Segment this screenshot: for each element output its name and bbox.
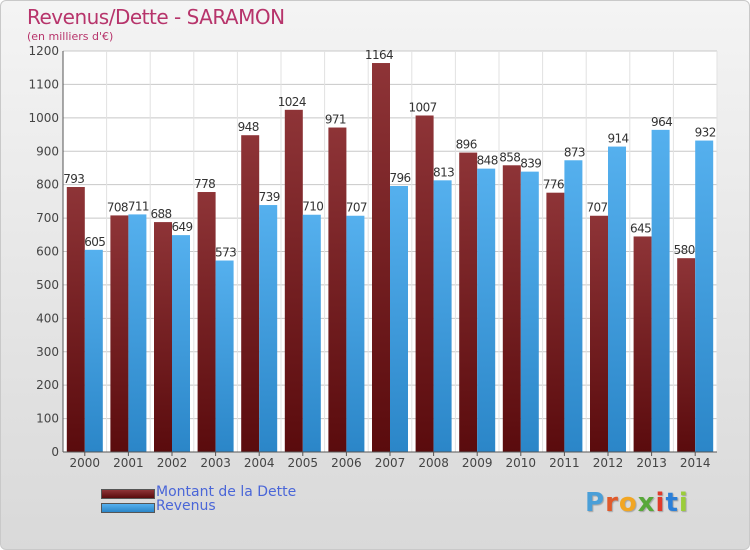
data-label-dette-2009: 896 (456, 138, 477, 152)
data-label-revenus-2001: 711 (128, 199, 149, 213)
legend-label-revenus: Revenus (156, 498, 216, 514)
bar-revenus-2013 (651, 129, 670, 452)
data-label-revenus-2005: 710 (302, 200, 323, 214)
data-label-revenus-2011: 873 (564, 145, 585, 159)
x-tick-label: 2000 (70, 456, 101, 470)
x-tick-label: 2009 (462, 456, 493, 470)
data-label-revenus-2000: 605 (84, 235, 105, 249)
bar-revenus-2002 (172, 235, 190, 452)
y-tick-label: 100 (36, 412, 59, 426)
data-label-dette-2003: 778 (194, 177, 215, 191)
data-label-revenus-2012: 914 (607, 132, 628, 146)
x-tick-label: 2003 (200, 456, 231, 470)
data-label-dette-2014: 580 (674, 243, 695, 257)
data-label-revenus-2007: 796 (389, 171, 410, 185)
bar-revenus-2001 (128, 214, 147, 452)
data-label-dette-2004: 948 (238, 120, 259, 134)
y-tick-label: 800 (36, 178, 59, 192)
data-label-dette-2013: 645 (630, 221, 651, 235)
x-tick-label: 2007 (375, 456, 406, 470)
x-tick-label: 2006 (331, 456, 362, 470)
bar-dette-2005 (284, 109, 303, 453)
bar-dette-2011 (546, 192, 565, 453)
x-tick-label: 2008 (418, 456, 449, 470)
data-label-revenus-2010: 839 (520, 157, 541, 171)
y-tick-label: 500 (36, 278, 59, 292)
data-label-dette-2006: 971 (325, 113, 346, 127)
bar-revenus-2004 (259, 205, 278, 452)
x-tick-label: 2014 (680, 456, 711, 470)
bar-revenus-2008 (433, 180, 452, 452)
data-label-revenus-2002: 649 (171, 220, 192, 234)
y-tick-label: 1200 (28, 44, 59, 58)
bar-revenus-2014 (695, 140, 714, 452)
bar-revenus-2006 (346, 215, 365, 452)
bar-dette-2003 (197, 192, 216, 453)
bar-dette-2010 (502, 165, 521, 452)
bar-dette-2000 (66, 187, 85, 452)
bar-dette-2012 (590, 215, 608, 452)
data-label-revenus-2009: 848 (477, 154, 498, 168)
y-tick-label: 400 (36, 311, 59, 325)
bar-revenus-2007 (390, 186, 408, 452)
x-tick-label: 2004 (244, 456, 275, 470)
y-tick-label: 700 (36, 211, 59, 225)
data-label-revenus-2003: 573 (215, 246, 236, 260)
bar-dette-2014 (677, 258, 696, 452)
bar-dette-2013 (633, 236, 652, 452)
bar-dette-2002 (154, 222, 172, 452)
data-label-dette-2012: 707 (586, 201, 607, 215)
legend-swatch-dette (101, 489, 155, 499)
y-tick-label: 300 (36, 345, 59, 359)
bar-revenus-2011 (564, 160, 583, 452)
legend-swatch-revenus (101, 503, 155, 513)
legend-label-dette: Montant de la Dette (156, 484, 297, 500)
bar-dette-2007 (372, 63, 390, 452)
y-tick-label: 1100 (28, 77, 59, 91)
data-label-revenus-2006: 707 (346, 201, 367, 215)
data-label-dette-2007: 1164 (365, 48, 393, 62)
bar-dette-2008 (415, 115, 434, 452)
bar-dette-2004 (241, 135, 260, 452)
x-tick-label: 2002 (157, 456, 188, 470)
bar-revenus-2000 (84, 249, 103, 452)
data-label-dette-2011: 776 (543, 178, 564, 192)
data-label-revenus-2013: 964 (651, 115, 672, 129)
proxiti-logo: Proxiti (585, 488, 689, 518)
bar-dette-2009 (459, 152, 478, 452)
data-label-dette-2001: 708 (107, 200, 128, 214)
y-tick-label: 0 (51, 445, 59, 459)
chart-subtitle: (en milliers d'€) (27, 30, 114, 43)
bar-revenus-2005 (302, 214, 321, 452)
x-tick-label: 2012 (593, 456, 624, 470)
data-label-dette-2008: 1007 (409, 100, 437, 114)
x-tick-label: 2005 (288, 456, 319, 470)
bar-revenus-2003 (215, 260, 234, 452)
data-label-dette-2000: 793 (63, 172, 84, 186)
y-tick-label: 1000 (28, 111, 59, 125)
data-label-revenus-2004: 739 (259, 190, 280, 204)
bar-dette-2006 (328, 127, 347, 452)
data-label-revenus-2008: 813 (433, 165, 454, 179)
bar-dette-2001 (110, 215, 129, 452)
bar-revenus-2012 (608, 146, 626, 453)
data-label-dette-2010: 858 (499, 150, 520, 164)
x-tick-label: 2013 (636, 456, 667, 470)
x-tick-label: 2011 (549, 456, 580, 470)
y-tick-label: 900 (36, 144, 59, 158)
y-tick-label: 600 (36, 245, 59, 259)
data-label-dette-2005: 1024 (278, 95, 306, 109)
x-tick-label: 2010 (506, 456, 537, 470)
data-label-dette-2002: 688 (150, 207, 171, 221)
y-tick-label: 200 (36, 378, 59, 392)
data-label-revenus-2014: 932 (695, 126, 716, 140)
x-tick-label: 2001 (113, 456, 144, 470)
chart-title: Revenus/Dette - SARAMON (27, 5, 285, 29)
bar-revenus-2009 (477, 168, 496, 453)
bar-revenus-2010 (520, 171, 539, 453)
